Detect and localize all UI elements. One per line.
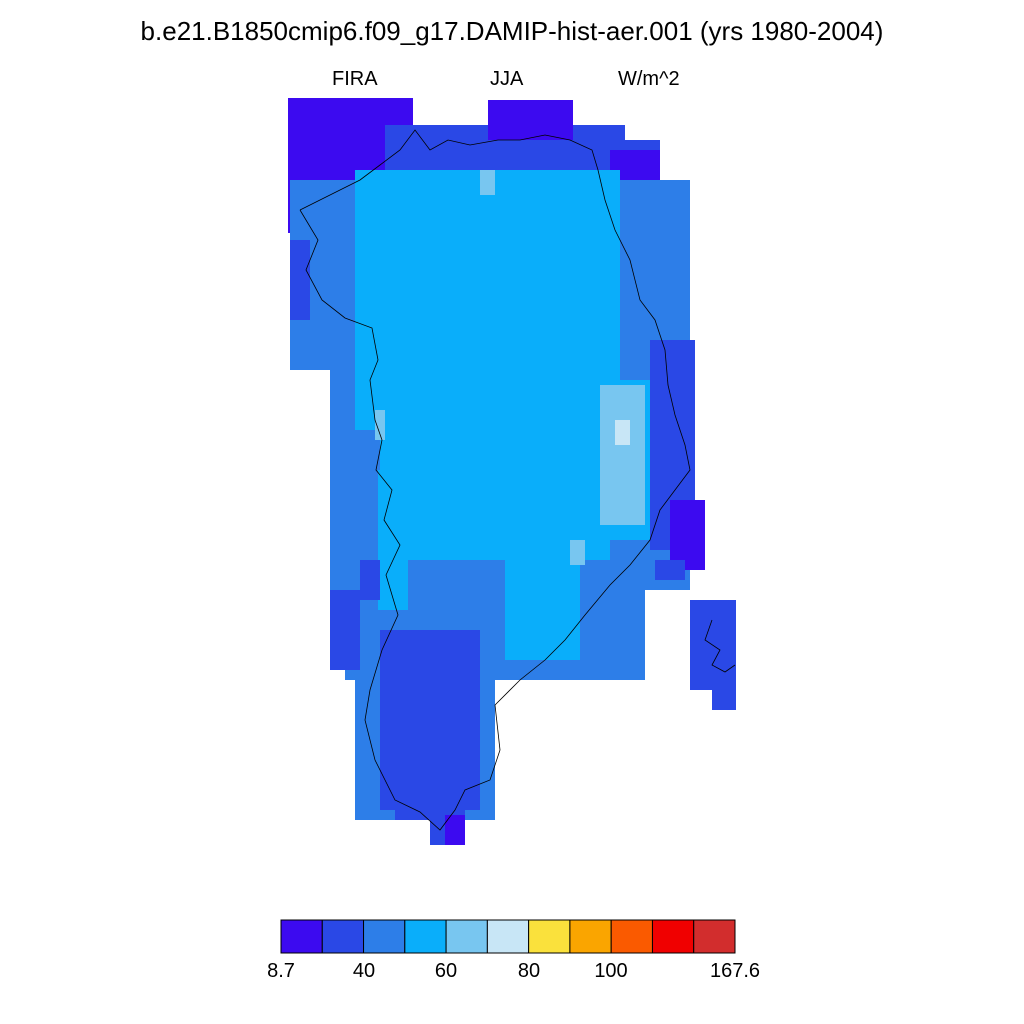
plot-title: b.e21.B1850cmip6.f09_g17.DAMIP-hist-aer.…	[140, 16, 884, 46]
colorbar-swatch	[321, 919, 365, 954]
field-tile	[505, 540, 580, 660]
field-tile	[290, 240, 310, 320]
colorbar-tick-label: 8.7	[267, 960, 295, 982]
colorbar-swatch	[404, 919, 447, 954]
colorbar-tick-label: 80	[517, 960, 541, 982]
field-tile	[445, 815, 465, 845]
field-tile	[570, 540, 585, 565]
colorbar-swatch	[693, 919, 736, 954]
coastline-island	[704, 619, 736, 673]
field-tile	[375, 410, 385, 440]
coastline	[299, 129, 691, 831]
field-tile	[655, 560, 685, 580]
colorbar-tick-label: 167.6	[709, 960, 761, 982]
variable-label: FIRA	[332, 68, 378, 90]
field-tile	[712, 650, 736, 710]
field-tile	[330, 590, 360, 670]
field-tile	[488, 100, 573, 140]
colorbar-swatch	[445, 919, 488, 954]
field-tile	[670, 500, 705, 570]
field-tiles	[288, 98, 736, 845]
colorbar-tick-label: 100	[594, 960, 628, 982]
colorbar	[280, 919, 736, 954]
colorbar-swatch	[486, 919, 530, 954]
colorbar-tick-label: 40	[352, 960, 376, 982]
colorbar-swatch	[280, 919, 323, 954]
field-tile	[480, 170, 495, 195]
colorbar-swatch	[569, 919, 612, 954]
season-label: JJA	[490, 68, 524, 90]
field-tile	[600, 385, 645, 525]
colorbar-swatch	[363, 919, 406, 954]
colorbar-tick-label: 60	[434, 960, 458, 982]
colorbar-swatch	[528, 919, 571, 954]
colorbar-swatch	[610, 919, 653, 954]
units-label: W/m^2	[618, 68, 680, 90]
colorbar-swatch	[651, 919, 695, 954]
field-tile	[615, 420, 630, 445]
field-tile	[378, 470, 408, 610]
field-tile	[360, 560, 380, 600]
